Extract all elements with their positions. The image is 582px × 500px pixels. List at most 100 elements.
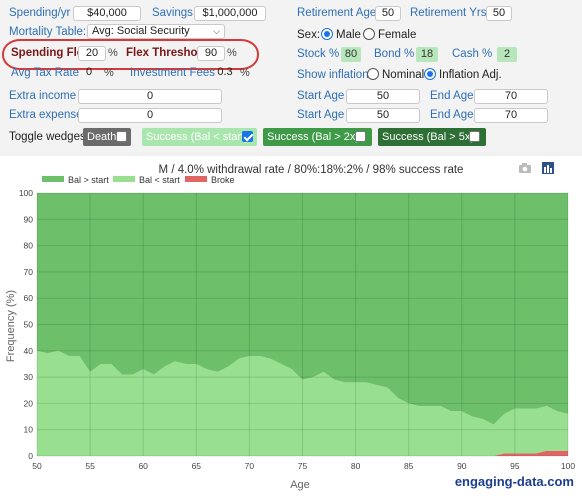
sex-female-radio[interactable] [363, 28, 375, 40]
x-tick-label: 85 [404, 461, 414, 471]
highlight-oval [2, 39, 259, 70]
x-axis-label: Age [290, 479, 310, 491]
x-tick-label: 95 [510, 461, 520, 471]
toggle-success-2x-checkbox[interactable] [355, 131, 366, 142]
income-start-age-label: Start Age [297, 90, 345, 102]
inflation-nominal-label: Nominal [382, 69, 425, 81]
toggle-success-2x[interactable]: Success (Bal > 2x) [263, 128, 372, 146]
y-tick-label: 0 [28, 451, 33, 461]
sex-male-radio[interactable] [321, 28, 333, 40]
expense-start-age-input[interactable]: 50 [346, 108, 420, 123]
x-tick-label: 65 [192, 461, 202, 471]
watermark: engaging-data.com [455, 474, 574, 489]
sex-female-label: Female [378, 29, 417, 41]
retirement-yrs-input[interactable]: 50 [486, 6, 512, 21]
bond-label: Bond % [374, 48, 415, 60]
flex-threshold-unit: % [227, 47, 237, 59]
y-tick-label: 70 [24, 267, 34, 277]
toggle-success-5x[interactable]: Success (Bal > 5x) [378, 128, 486, 146]
spending-label: Spending/yr [9, 7, 71, 19]
fees-input[interactable]: 0.3 [217, 66, 233, 78]
area-series-bal-start [37, 193, 568, 425]
y-axis-label: Frequency (%) [5, 290, 17, 362]
chart-legend: Bal > start Bal < start Broke [42, 175, 235, 185]
plot-area: 0 10 20 30 40 50 60 70 80 90 100 50 55 60 65 70 75 80 85 90… [19, 188, 576, 471]
cash-label: Cash % [452, 48, 493, 60]
x-tick-label: 90 [457, 461, 467, 471]
legend-label: Broke [211, 175, 235, 185]
frequency-area-chart: M / 4.0% withdrawal rate / 80%:18%:2% / … [5, 162, 576, 491]
y-tick-label: 90 [24, 214, 34, 224]
x-tick-label: 70 [245, 461, 255, 471]
x-tick-label: 50 [32, 461, 42, 471]
area-series-broke [37, 450, 568, 456]
stock-label: Stock % [297, 48, 340, 60]
tax-unit: % [104, 67, 114, 79]
camera-icon[interactable] [519, 163, 531, 173]
toggle-success-below-start-checkbox[interactable] [242, 131, 253, 142]
inflation-label: Show inflation: [297, 69, 372, 81]
inflation-nominal-radio[interactable] [367, 68, 379, 80]
bar-chart-icon[interactable] [542, 162, 554, 174]
fees-label: Investment Fees [130, 67, 216, 79]
y-tick-label: 50 [24, 320, 34, 330]
extra-expense-input[interactable]: 0 [78, 108, 222, 123]
toggle-death[interactable]: Death [83, 128, 131, 146]
fees-unit: % [240, 67, 250, 79]
y-tick-label: 80 [24, 241, 34, 251]
extra-income-label: Extra income [9, 90, 77, 102]
cash-value[interactable]: 2 [497, 47, 517, 62]
flex-threshold-input[interactable]: 90 [197, 46, 225, 61]
income-end-age-label: End Age [430, 90, 474, 102]
retirement-age-input[interactable]: 50 [375, 6, 401, 21]
toggle-success-below-start-label: Success (Bal < start) [146, 131, 248, 143]
tax-label: Avg Tax Rate [11, 67, 79, 79]
toggle-success-below-start[interactable]: Success (Bal < start) [142, 128, 257, 146]
expense-end-age-input[interactable]: 70 [474, 108, 548, 123]
y-tick-label: 100 [19, 188, 33, 198]
toggle-death-checkbox[interactable] [116, 131, 127, 142]
legend-label: Bal < start [139, 175, 180, 185]
mortality-select-value: Avg: Social Security [92, 25, 190, 37]
mortality-select[interactable]: Avg: Social Security ⌵ [87, 24, 225, 39]
retirement-age-label: Retirement Age [297, 7, 377, 19]
y-tick-label: 10 [24, 425, 34, 435]
toggle-wedges-label: Toggle wedges: [9, 131, 89, 143]
spending-flex-label: Spending Flex [11, 47, 90, 59]
x-tick-label: 55 [85, 461, 95, 471]
toggle-success-5x-checkbox[interactable] [469, 131, 480, 142]
mortality-label: Mortality Table: [9, 26, 87, 38]
income-start-age-input[interactable]: 50 [346, 89, 420, 104]
y-tick-label: 30 [24, 372, 34, 382]
y-tick-label: 40 [24, 346, 34, 356]
inflation-adj-radio[interactable] [424, 68, 436, 80]
bond-value[interactable]: 18 [416, 47, 438, 62]
legend-swatch [185, 176, 207, 182]
inflation-adj-label: Inflation Adj. [439, 69, 502, 81]
savings-label: Savings [152, 7, 193, 19]
legend-swatch [113, 176, 135, 182]
chart-title: M / 4.0% withdrawal rate / 80%:18%:2% / … [159, 164, 464, 176]
tax-input[interactable]: 0 [85, 66, 93, 78]
income-end-age-input[interactable]: 70 [474, 89, 548, 104]
expense-start-age-label: Start Age [297, 109, 345, 121]
settings-panel: Spending/yr $40,000 Savings $1,000,000 R… [0, 0, 582, 152]
y-tick-label: 20 [24, 398, 34, 408]
y-tick-label: 60 [24, 293, 34, 303]
spending-input[interactable]: $40,000 [73, 6, 141, 21]
spending-flex-unit: % [108, 47, 118, 59]
legend-label: Bal > start [68, 175, 109, 185]
chevron-down-icon: ⌵ [213, 26, 220, 36]
x-tick-label: 75 [298, 461, 308, 471]
legend-swatch [42, 176, 64, 182]
x-tick-label: 80 [351, 461, 361, 471]
toggle-success-2x-label: Success (Bal > 2x) [267, 131, 360, 143]
stock-value[interactable]: 80 [341, 47, 361, 62]
x-tick-label: 100 [561, 461, 575, 471]
x-tick-label: 60 [138, 461, 148, 471]
savings-input[interactable]: $1,000,000 [194, 6, 266, 21]
expense-end-age-label: End Age [430, 109, 474, 121]
extra-income-input[interactable]: 0 [78, 89, 222, 104]
spending-flex-input[interactable]: 20 [78, 46, 106, 61]
chart-container: M / 4.0% withdrawal rate / 80%:18%:2% / … [0, 156, 582, 500]
